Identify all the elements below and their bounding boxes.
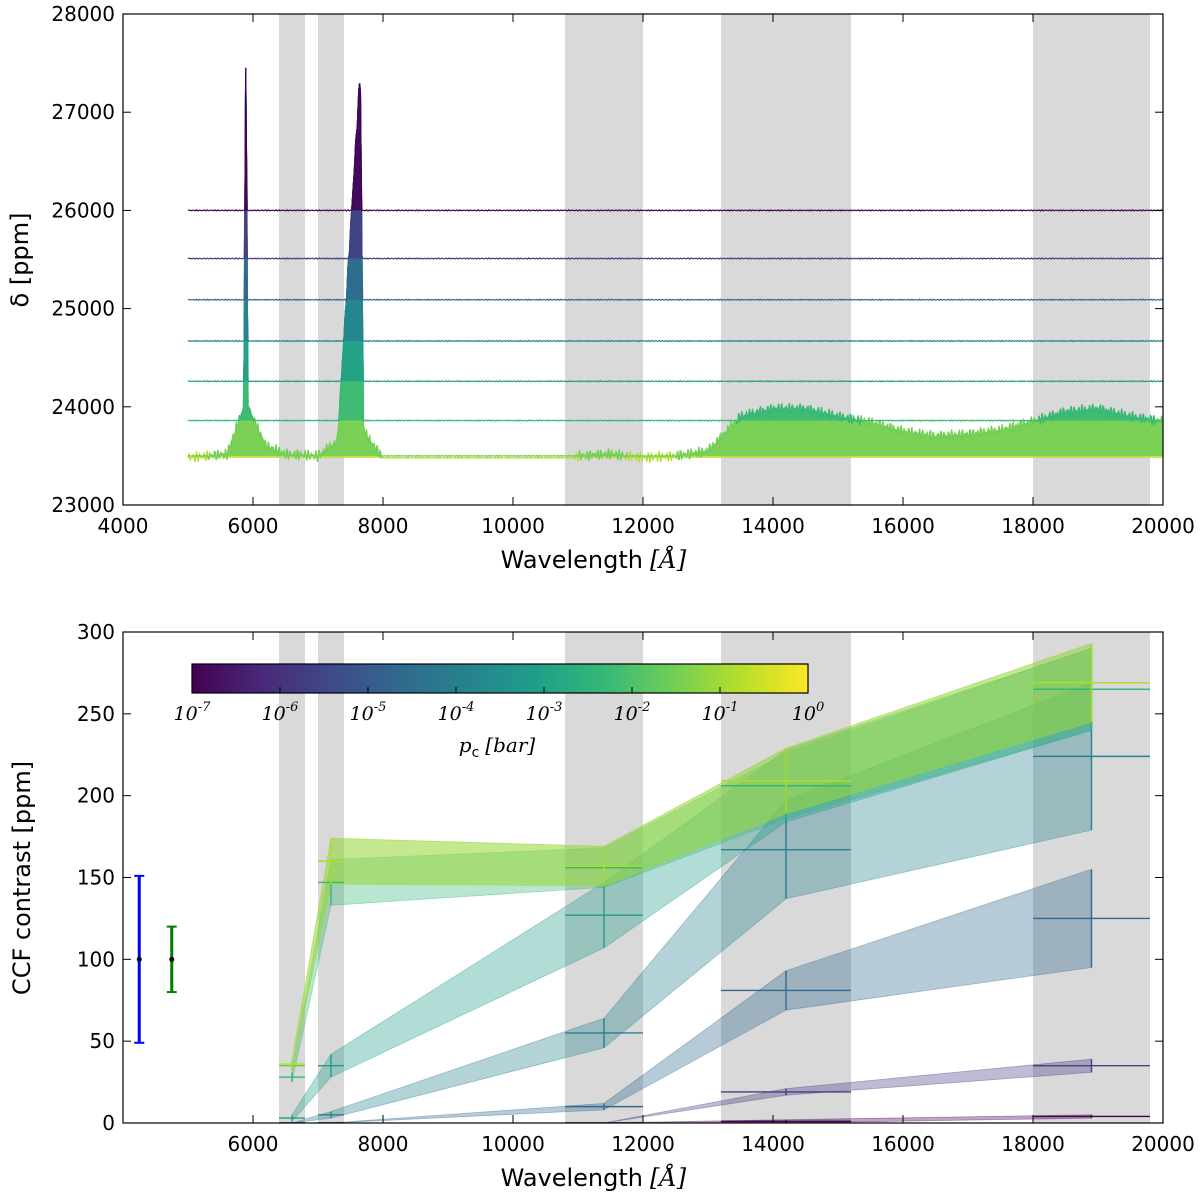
top-y-ticks: 23000 24000 25000 26000 27000 28000 — [51, 2, 1163, 517]
x-tick-label: 12000 — [611, 514, 675, 538]
colorbar-tick-label: 10-4 — [438, 700, 475, 725]
x-tick-label: 14000 — [741, 1132, 805, 1156]
top-ylabel: δ [ppm] — [6, 213, 34, 308]
y-tick-label: 26000 — [51, 198, 115, 222]
x-tick-label: 10000 — [481, 514, 545, 538]
bottom-shaded-bands — [279, 632, 1150, 1123]
x-tick-label: 6000 — [228, 1132, 279, 1156]
shaded-band — [565, 14, 643, 505]
x-tick-label: 16000 — [871, 514, 935, 538]
colorbar-tick-label: 10-6 — [262, 700, 299, 725]
top-spectra — [187, 67, 1163, 464]
x-tick-label: 6000 — [228, 514, 279, 538]
colorbar-tick-label: 10-2 — [614, 700, 651, 725]
top-x-ticks: 4000 6000 8000 10000 12000 14000 16000 18000 200… — [98, 14, 1195, 538]
reference-point — [169, 956, 175, 962]
x-tick-label: 18000 — [1001, 514, 1065, 538]
spectrum-line — [187, 67, 1163, 212]
reference-point — [136, 956, 142, 962]
y-tick-label: 150 — [77, 866, 115, 890]
y-tick-label: 200 — [77, 784, 115, 808]
top-xlabel: Wavelength — [501, 546, 643, 574]
shaded-band — [279, 632, 305, 1123]
bottom-xlabel-unit: [Å] — [650, 1163, 687, 1192]
y-tick-label: 250 — [77, 702, 115, 726]
colorbar-tick-label: 10-1 — [702, 700, 739, 725]
y-tick-label: 23000 — [51, 493, 115, 517]
x-tick-label: 14000 — [741, 514, 805, 538]
y-tick-label: 25000 — [51, 297, 115, 321]
bottom-panel-ccf-contrast: 6000 8000 10000 12000 14000 16000 18000 20000 0… — [8, 620, 1195, 1192]
colorbar-tick-label: 10-7 — [174, 700, 212, 725]
x-tick-label: 4000 — [98, 514, 149, 538]
y-tick-label: 28000 — [51, 2, 115, 26]
bottom-ylabel: CCF contrast [ppm] — [8, 761, 36, 995]
spectrum-line — [187, 67, 1163, 260]
y-tick-label: 24000 — [51, 395, 115, 419]
x-tick-label: 16000 — [871, 1132, 935, 1156]
y-tick-label: 100 — [77, 947, 115, 971]
top-xlabel-unit: [Å] — [650, 545, 687, 574]
colorbar-ticks: 10-7 10-6 10-5 10-4 10-3 10-2 10-1 100 — [174, 687, 824, 725]
x-tick-label: 20000 — [1131, 1132, 1195, 1156]
y-tick-label: 50 — [90, 1029, 115, 1053]
x-tick-label: 10000 — [481, 1132, 545, 1156]
colorbar-tick-label: 10-5 — [350, 700, 387, 725]
colorbar-gradient — [191, 663, 809, 694]
y-tick-label: 300 — [77, 620, 115, 644]
x-tick-label: 20000 — [1131, 514, 1195, 538]
x-tick-label: 8000 — [358, 1132, 409, 1156]
top-panel-transit-depth: 4000 6000 8000 10000 12000 14000 16000 18000 200… — [6, 2, 1195, 574]
y-tick-label: 27000 — [51, 100, 115, 124]
x-tick-label: 12000 — [611, 1132, 675, 1156]
y-tick-label: 0 — [102, 1111, 115, 1135]
bottom-y-ticks: 0 50 100 150 200 250 300 — [77, 620, 1163, 1135]
x-tick-label: 18000 — [1001, 1132, 1065, 1156]
colorbar-tick-label: 10-3 — [526, 700, 563, 725]
bottom-errorbar-series — [279, 642, 1150, 1123]
reference-errorbars — [134, 874, 177, 1044]
bottom-x-ticks: 6000 8000 10000 12000 14000 16000 18000 20000 — [228, 632, 1195, 1156]
x-tick-label: 8000 — [358, 514, 409, 538]
colorbar-label: pc [bar] — [459, 733, 536, 761]
shaded-band — [279, 14, 305, 505]
bottom-xlabel: Wavelength — [501, 1164, 643, 1192]
colorbar: 10-7 10-6 10-5 10-4 10-3 10-2 10-1 100 pc [bar] — [174, 663, 824, 761]
colorbar-tick-label: 100 — [792, 700, 824, 725]
spectrum-fill — [188, 67, 1163, 462]
